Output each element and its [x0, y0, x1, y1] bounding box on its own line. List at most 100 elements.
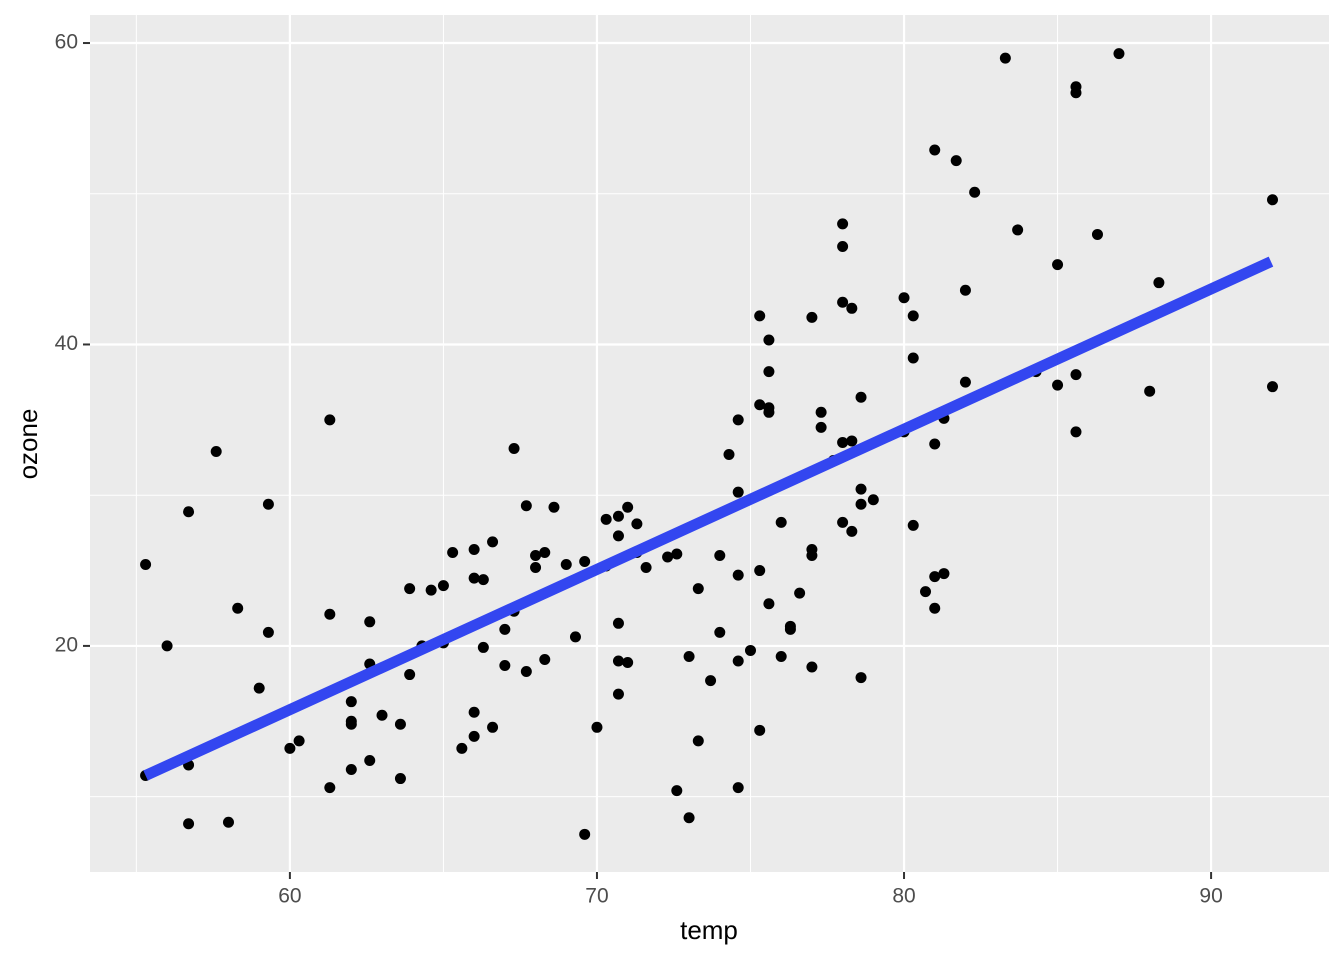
point	[520, 500, 532, 512]
point	[612, 688, 624, 700]
x-tick-label: 90	[1199, 885, 1222, 908]
point	[959, 376, 971, 388]
point	[754, 565, 766, 577]
point	[622, 501, 634, 513]
point	[806, 661, 818, 673]
point	[425, 584, 437, 596]
point	[499, 623, 511, 635]
point	[692, 583, 704, 595]
point	[683, 650, 695, 662]
point	[732, 414, 744, 426]
point	[999, 52, 1011, 64]
point	[662, 551, 674, 563]
point	[477, 574, 489, 586]
point	[1070, 426, 1082, 438]
point	[855, 391, 867, 403]
x-tick-label: 80	[892, 885, 915, 908]
point	[640, 562, 652, 574]
point	[376, 709, 388, 721]
point	[394, 718, 406, 730]
x-tick-label: 70	[585, 885, 608, 908]
point	[1070, 87, 1082, 99]
point	[530, 549, 542, 561]
point	[579, 828, 591, 840]
point	[468, 543, 480, 555]
y-tick-label: 20	[55, 633, 78, 656]
point	[293, 735, 305, 747]
point	[705, 675, 717, 687]
point	[569, 631, 581, 643]
plot-panel	[90, 15, 1329, 872]
point	[499, 660, 511, 672]
point	[520, 666, 532, 678]
point	[1153, 277, 1165, 289]
point	[794, 587, 806, 599]
point	[671, 785, 683, 797]
point	[837, 296, 849, 308]
point	[732, 486, 744, 498]
point	[754, 310, 766, 322]
point	[364, 616, 376, 628]
point	[732, 782, 744, 794]
x-tick-label: 60	[278, 885, 301, 908]
point	[1052, 259, 1064, 271]
x-axis-title: temp	[680, 915, 738, 945]
point	[364, 754, 376, 766]
point	[855, 498, 867, 510]
point	[846, 525, 858, 537]
point	[1070, 369, 1082, 381]
point	[763, 598, 775, 610]
point	[714, 549, 726, 561]
point	[846, 435, 858, 447]
point	[907, 352, 919, 364]
point	[612, 510, 624, 522]
point	[1267, 194, 1279, 206]
point	[622, 656, 634, 668]
point	[754, 724, 766, 736]
point	[345, 764, 357, 776]
point	[837, 436, 849, 448]
point	[539, 653, 551, 665]
point	[232, 602, 244, 614]
point	[548, 501, 560, 513]
point	[210, 445, 222, 457]
point	[161, 640, 173, 652]
point	[284, 742, 296, 754]
point	[345, 718, 357, 730]
point	[539, 546, 551, 558]
point	[508, 442, 520, 454]
point	[631, 518, 643, 530]
point	[183, 818, 195, 830]
point	[222, 816, 234, 828]
point	[763, 366, 775, 378]
point	[447, 546, 459, 558]
point	[784, 623, 796, 635]
point	[468, 572, 480, 584]
point	[806, 311, 818, 323]
point	[950, 155, 962, 167]
point	[938, 568, 950, 580]
point	[671, 548, 683, 560]
point	[929, 602, 941, 614]
point	[929, 144, 941, 156]
point	[477, 641, 489, 653]
point	[456, 742, 468, 754]
point	[692, 735, 704, 747]
point	[837, 241, 849, 253]
point	[920, 586, 932, 598]
point	[1267, 381, 1279, 393]
point	[345, 696, 357, 708]
point	[560, 559, 572, 571]
point	[579, 556, 591, 568]
point	[775, 650, 787, 662]
point	[763, 406, 775, 418]
point	[591, 721, 603, 733]
point	[404, 583, 416, 595]
fit-line	[143, 256, 1274, 781]
point	[324, 414, 336, 426]
point	[530, 562, 542, 574]
point	[815, 421, 827, 433]
point	[846, 302, 858, 314]
y-axis-title: ozone	[13, 409, 43, 480]
